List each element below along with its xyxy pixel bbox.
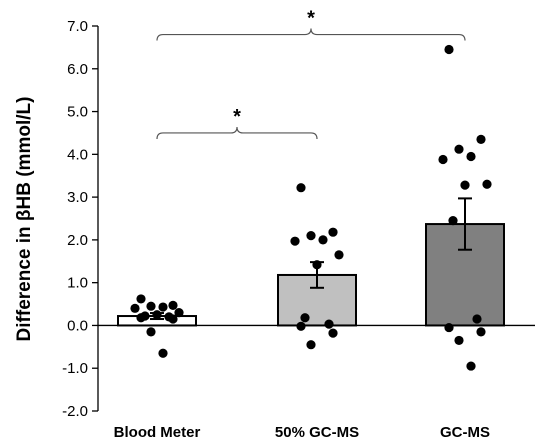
category-label: Blood Meter: [114, 424, 201, 441]
data-point: [460, 180, 470, 190]
data-point: [158, 302, 168, 312]
data-point: [438, 154, 448, 165]
data-point: [296, 183, 306, 193]
y-tick-label: -2.0: [62, 403, 88, 420]
data-point: [444, 322, 454, 333]
data-point: [454, 335, 464, 346]
data-point: [482, 179, 492, 189]
y-tick-label: 4.0: [67, 146, 88, 163]
y-tick-labels: -2.0 -1.0 0.0 1.0 2.0 3.0 4.0 5.0 6.0 7.0: [62, 18, 88, 420]
y-tick-label: 6.0: [67, 61, 88, 78]
data-point: [174, 308, 184, 318]
data-point: [152, 310, 162, 320]
data-point: [312, 260, 322, 270]
y-tick-label: 1.0: [67, 275, 88, 292]
data-point: [466, 361, 476, 371]
category-label: GC-MS: [440, 424, 490, 441]
data-point: [328, 227, 338, 237]
data-point: [448, 216, 458, 226]
data-point: [476, 134, 486, 144]
data-point: [146, 327, 156, 337]
data-point: [306, 231, 316, 241]
y-tick-label: 7.0: [67, 18, 88, 35]
data-point: [444, 44, 454, 55]
y-tick-label: -1.0: [62, 360, 88, 377]
data-point: [306, 340, 316, 350]
y-axis-title: Difference in βHB (mmol/L): [14, 97, 35, 342]
category-label: 50% GC-MS: [275, 424, 359, 441]
data-point: [300, 313, 310, 323]
data-point: [290, 236, 300, 246]
data-point: [328, 328, 338, 338]
data-point: [136, 294, 146, 304]
y-tick-label: 5.0: [67, 104, 88, 121]
y-tick-label: 3.0: [67, 189, 88, 206]
data-point: [334, 250, 344, 260]
significance-bracket: [156, 126, 318, 139]
data-point: [136, 313, 146, 323]
y-tick-label: 0.0: [67, 317, 88, 334]
data-point: [168, 314, 178, 324]
data-point: [466, 151, 476, 162]
significance-label: *: [233, 106, 241, 128]
data-point: [472, 314, 482, 324]
significance-brackets: **: [156, 8, 466, 139]
data-point: [130, 303, 140, 313]
data-point: [168, 300, 178, 310]
data-point: [324, 319, 334, 329]
y-tick-label: 2.0: [67, 232, 88, 249]
category-labels: Blood Meter 50% GC-MS GC-MS: [114, 424, 490, 441]
data-points: [130, 44, 492, 371]
data-point: [318, 235, 328, 245]
data-point: [146, 301, 156, 311]
significance-label: *: [307, 8, 315, 30]
data-point: [296, 321, 306, 331]
data-point: [476, 327, 486, 337]
significance-bracket: [156, 28, 466, 41]
data-point: [158, 348, 168, 358]
data-point: [454, 144, 464, 154]
